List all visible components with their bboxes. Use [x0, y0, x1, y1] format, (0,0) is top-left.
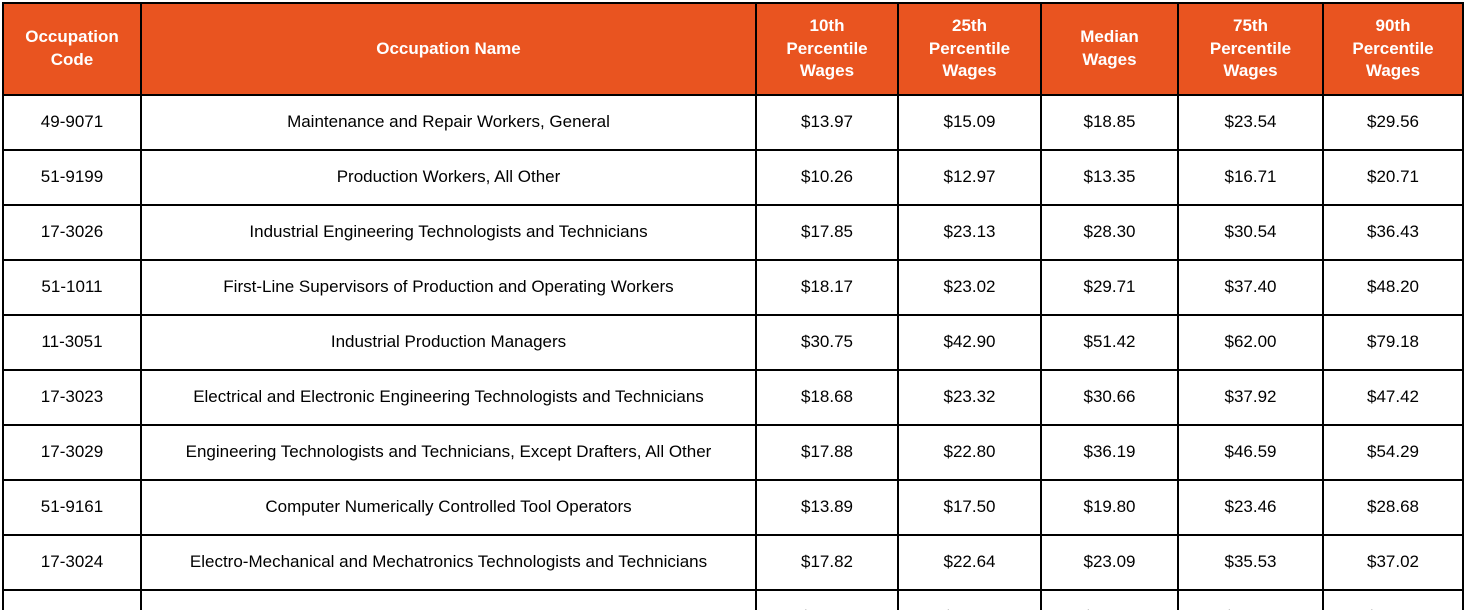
cell-median-wage: $13.35: [1040, 149, 1179, 206]
table-row: 49-9071 Maintenance and Repair Workers, …: [2, 94, 1464, 151]
cell-10th-percentile-wage: $18.17: [755, 259, 899, 316]
header-row: Occupation Code Occupation Name 10th Per…: [2, 2, 1464, 96]
cell-90th-percentile-wage: $37.02: [1322, 534, 1464, 591]
cell-90th-percentile-wage: $28.68: [1322, 479, 1464, 536]
table-row: 51-4121 Welders, Cutters, Solderers, and…: [2, 589, 1464, 610]
cell-occupation-name: Industrial Engineering Technologists and…: [140, 204, 757, 261]
cell-occupation-code: 17-3026: [2, 204, 142, 261]
table-header: Occupation Code Occupation Name 10th Per…: [2, 2, 1464, 96]
table-row: 11-3051 Industrial Production Managers $…: [2, 314, 1464, 371]
cell-25th-percentile-wage: $15.09: [897, 94, 1042, 151]
cell-occupation-name: Maintenance and Repair Workers, General: [140, 94, 757, 151]
cell-75th-percentile-wage: $23.54: [1177, 94, 1324, 151]
cell-median-wage: $18.54: [1040, 589, 1179, 610]
cell-75th-percentile-wage: $16.71: [1177, 149, 1324, 206]
cell-occupation-name: Computer Numerically Controlled Tool Ope…: [140, 479, 757, 536]
cell-25th-percentile-wage: $12.97: [897, 149, 1042, 206]
cell-median-wage: $51.42: [1040, 314, 1179, 371]
cell-occupation-name: Welders, Cutters, Solderers, and Brazers: [140, 589, 757, 610]
cell-25th-percentile-wage: $17.50: [897, 479, 1042, 536]
cell-90th-percentile-wage: $54.29: [1322, 424, 1464, 481]
cell-10th-percentile-wage: $13.89: [755, 479, 899, 536]
cell-median-wage: $23.09: [1040, 534, 1179, 591]
cell-10th-percentile-wage: $14.13: [755, 589, 899, 610]
cell-occupation-code: 51-1011: [2, 259, 142, 316]
cell-median-wage: $28.30: [1040, 204, 1179, 261]
cell-median-wage: $30.66: [1040, 369, 1179, 426]
cell-75th-percentile-wage: $46.59: [1177, 424, 1324, 481]
cell-median-wage: $36.19: [1040, 424, 1179, 481]
cell-occupation-code: 17-3029: [2, 424, 142, 481]
cell-10th-percentile-wage: $17.82: [755, 534, 899, 591]
cell-90th-percentile-wage: $29.56: [1322, 94, 1464, 151]
table-row: 17-3026 Industrial Engineering Technolog…: [2, 204, 1464, 261]
column-header-25th-percentile-wages: 25th Percentile Wages: [897, 2, 1042, 96]
cell-median-wage: $29.71: [1040, 259, 1179, 316]
cell-75th-percentile-wage: $23.46: [1177, 479, 1324, 536]
column-header-90th-percentile-wages: 90th Percentile Wages: [1322, 2, 1464, 96]
cell-25th-percentile-wage: $23.13: [897, 204, 1042, 261]
column-header-occupation-name: Occupation Name: [140, 2, 757, 96]
cell-75th-percentile-wage: $37.92: [1177, 369, 1324, 426]
cell-90th-percentile-wage: $47.42: [1322, 369, 1464, 426]
cell-occupation-code: 11-3051: [2, 314, 142, 371]
cell-occupation-name: Production Workers, All Other: [140, 149, 757, 206]
table-row: 51-9199 Production Workers, All Other $1…: [2, 149, 1464, 206]
table-row: 51-9161 Computer Numerically Controlled …: [2, 479, 1464, 536]
cell-10th-percentile-wage: $10.26: [755, 149, 899, 206]
cell-25th-percentile-wage: $22.80: [897, 424, 1042, 481]
column-header-75th-percentile-wages: 75th Percentile Wages: [1177, 2, 1324, 96]
cell-occupation-code: 17-3023: [2, 369, 142, 426]
cell-90th-percentile-wage: $48.20: [1322, 259, 1464, 316]
cell-occupation-code: 51-9161: [2, 479, 142, 536]
column-header-median-wages: Median Wages: [1040, 2, 1179, 96]
cell-25th-percentile-wage: $23.32: [897, 369, 1042, 426]
cell-occupation-code: 49-9071: [2, 94, 142, 151]
cell-10th-percentile-wage: $30.75: [755, 314, 899, 371]
table-row: 17-3024 Electro-Mechanical and Mechatron…: [2, 534, 1464, 591]
cell-occupation-code: 51-4121: [2, 589, 142, 610]
cell-75th-percentile-wage: $35.53: [1177, 534, 1324, 591]
cell-occupation-name: Industrial Production Managers: [140, 314, 757, 371]
cell-90th-percentile-wage: $36.43: [1322, 204, 1464, 261]
cell-occupation-name: First-Line Supervisors of Production and…: [140, 259, 757, 316]
cell-25th-percentile-wage: $22.64: [897, 534, 1042, 591]
cell-25th-percentile-wage: $42.90: [897, 314, 1042, 371]
cell-occupation-name: Electro-Mechanical and Mechatronics Tech…: [140, 534, 757, 591]
table-row: 17-3029 Engineering Technologists and Te…: [2, 424, 1464, 481]
cell-75th-percentile-wage: $30.54: [1177, 204, 1324, 261]
cell-10th-percentile-wage: $17.88: [755, 424, 899, 481]
cell-10th-percentile-wage: $17.85: [755, 204, 899, 261]
table-body: 49-9071 Maintenance and Repair Workers, …: [2, 94, 1464, 610]
cell-75th-percentile-wage: $62.00: [1177, 314, 1324, 371]
column-header-occupation-code: Occupation Code: [2, 2, 142, 96]
column-header-10th-percentile-wages: 10th Percentile Wages: [755, 2, 899, 96]
cell-75th-percentile-wage: $37.40: [1177, 259, 1324, 316]
cell-10th-percentile-wage: $18.68: [755, 369, 899, 426]
cell-75th-percentile-wage: $22.85: [1177, 589, 1324, 610]
cell-occupation-code: 17-3024: [2, 534, 142, 591]
cell-occupation-name: Electrical and Electronic Engineering Te…: [140, 369, 757, 426]
cell-90th-percentile-wage: $20.71: [1322, 149, 1464, 206]
cell-25th-percentile-wage: $23.02: [897, 259, 1042, 316]
cell-90th-percentile-wage: $28.42: [1322, 589, 1464, 610]
cell-25th-percentile-wage: $17.41: [897, 589, 1042, 610]
cell-occupation-name: Engineering Technologists and Technician…: [140, 424, 757, 481]
cell-90th-percentile-wage: $79.18: [1322, 314, 1464, 371]
cell-occupation-code: 51-9199: [2, 149, 142, 206]
table-row: 17-3023 Electrical and Electronic Engine…: [2, 369, 1464, 426]
cell-median-wage: $19.80: [1040, 479, 1179, 536]
cell-10th-percentile-wage: $13.97: [755, 94, 899, 151]
table-row: 51-1011 First-Line Supervisors of Produc…: [2, 259, 1464, 316]
cell-median-wage: $18.85: [1040, 94, 1179, 151]
